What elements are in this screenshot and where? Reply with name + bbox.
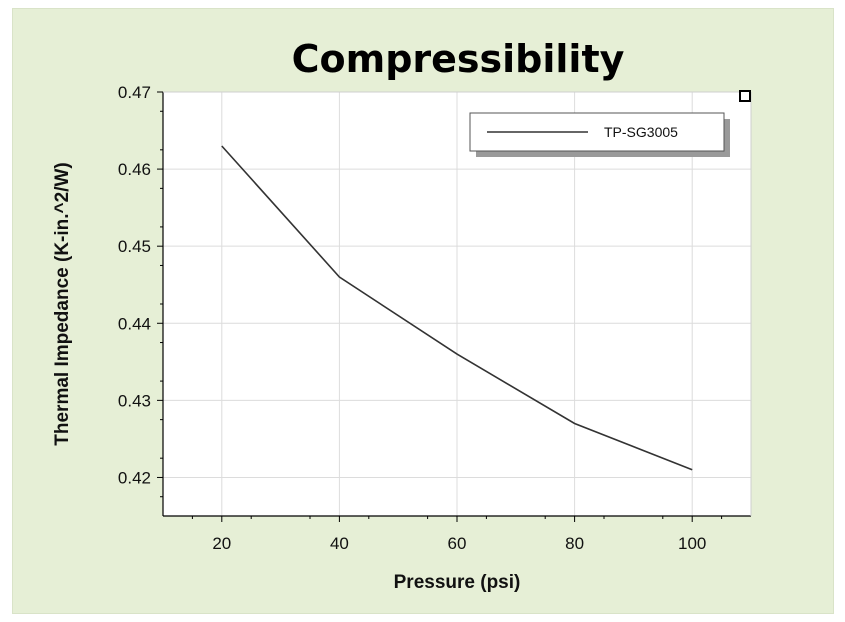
y-tick-label: 0.44 bbox=[118, 314, 151, 333]
axes bbox=[157, 91, 752, 522]
y-tick-label: 0.47 bbox=[118, 83, 151, 102]
x-tick-label: 40 bbox=[330, 534, 349, 553]
y-tick-label: 0.45 bbox=[118, 237, 151, 256]
series-lines bbox=[221, 145, 693, 471]
x-tick-label: 60 bbox=[448, 534, 467, 553]
legend: TP-SG3005 bbox=[469, 112, 730, 157]
x-tick-label: 20 bbox=[212, 534, 231, 553]
y-axis-title: Thermal Impedance (K-in.^2/W) bbox=[52, 162, 73, 445]
tick-labels: 20 40 60 80 100 0.42 0.43 0.44 0.45 0.46 0.47 bbox=[118, 83, 706, 553]
x-axis-title: Pressure (psi) bbox=[394, 572, 521, 593]
x-tick-label: 100 bbox=[678, 534, 706, 553]
y-tick-label: 0.43 bbox=[118, 391, 151, 410]
legend-label: TP-SG3005 bbox=[604, 124, 678, 140]
y-tick-label: 0.46 bbox=[118, 160, 151, 179]
x-tick-label: 80 bbox=[565, 534, 584, 553]
chart-title: Compressibility bbox=[292, 37, 625, 81]
y-tick-label: 0.42 bbox=[118, 468, 151, 487]
resize-handle[interactable] bbox=[739, 90, 751, 102]
